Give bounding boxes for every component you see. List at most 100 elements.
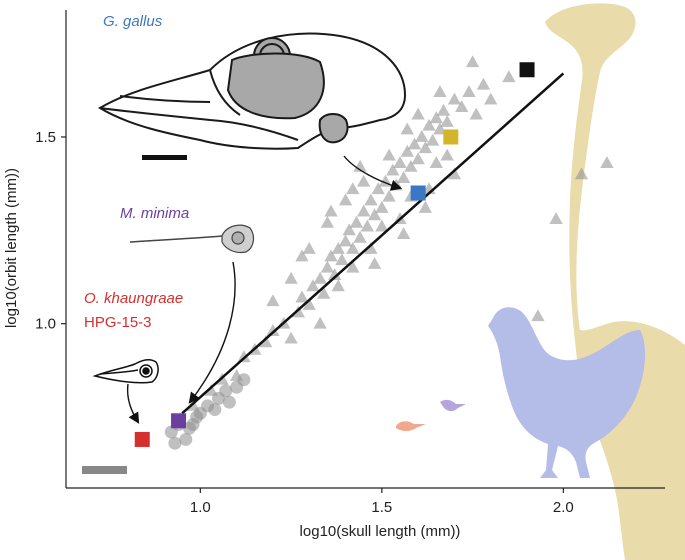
x-tick-label: 1.0 bbox=[190, 499, 211, 516]
triangle-point bbox=[259, 335, 273, 348]
triangle-point bbox=[367, 256, 382, 269]
x-tick-label: 2.0 bbox=[553, 499, 574, 516]
triangle-point bbox=[375, 219, 389, 232]
triangle-point bbox=[357, 174, 371, 187]
triangle-point bbox=[429, 156, 443, 169]
triangle-point bbox=[338, 193, 353, 206]
regression-line bbox=[181, 72, 565, 415]
triangle-point bbox=[338, 234, 353, 247]
x-axis-ticks: 1.0 1.5 2.0 bbox=[190, 488, 574, 516]
triangle-point bbox=[324, 249, 338, 262]
triangle-point bbox=[346, 242, 360, 254]
chicken-silhouette-icon bbox=[488, 307, 646, 478]
highlighted-square-point bbox=[171, 413, 187, 429]
triangle-point bbox=[237, 350, 251, 363]
triangle-point bbox=[327, 268, 342, 281]
triangle-point bbox=[447, 92, 462, 105]
circle-point bbox=[222, 395, 236, 409]
chicken-skull-drawing-icon bbox=[98, 32, 407, 150]
y-tick-label: 1.0 bbox=[35, 316, 56, 333]
triangle-point bbox=[440, 115, 454, 127]
triangle-point bbox=[404, 159, 418, 172]
triangle-point bbox=[302, 242, 316, 254]
triangle-point bbox=[433, 85, 447, 98]
x-axis-label: log10(skull length (mm)) bbox=[300, 523, 461, 540]
triangle-point bbox=[465, 55, 480, 68]
triangle-point bbox=[353, 230, 367, 243]
circle-point bbox=[193, 406, 207, 420]
circle-point bbox=[168, 436, 182, 450]
triangle-point bbox=[360, 219, 374, 232]
triangle-point bbox=[386, 163, 400, 176]
annotation-o-khaungraae: O. khaungraae bbox=[84, 290, 183, 307]
triangle-point bbox=[407, 137, 422, 150]
triangle-point bbox=[342, 223, 356, 236]
triangle-point bbox=[313, 316, 327, 329]
triangle-point bbox=[574, 167, 589, 180]
triangle-point bbox=[346, 182, 360, 195]
triangle-point bbox=[371, 182, 385, 195]
circle-point bbox=[179, 432, 193, 446]
triangle-point bbox=[291, 305, 305, 318]
circle-point bbox=[219, 384, 233, 398]
circle-point bbox=[237, 373, 251, 387]
triangle-point bbox=[531, 309, 545, 322]
triangle-point bbox=[331, 279, 345, 292]
triangle-point bbox=[382, 189, 396, 202]
triangle-point bbox=[429, 111, 443, 124]
triangle-point bbox=[469, 107, 483, 120]
highlighted-square-point bbox=[134, 431, 150, 447]
chicken-skull-scale-bar bbox=[142, 155, 187, 160]
triangle-point bbox=[382, 148, 396, 161]
triangle-point bbox=[422, 118, 436, 131]
scatter-points bbox=[164, 55, 614, 450]
triangle-point bbox=[484, 92, 498, 105]
arrow-oculudentavis bbox=[126, 383, 140, 424]
triangle-point bbox=[462, 85, 476, 98]
triangle-point bbox=[447, 167, 462, 180]
triangle-point bbox=[346, 260, 360, 273]
oculudentavis-skull-drawing-icon bbox=[92, 359, 159, 384]
y-tick-label: 1.5 bbox=[35, 129, 56, 146]
triangle-point bbox=[396, 227, 411, 239]
hummingbird-silhouette-icon bbox=[440, 399, 466, 411]
triangle-point bbox=[349, 215, 364, 228]
triangle-point bbox=[411, 152, 425, 165]
arrow-chicken bbox=[343, 155, 403, 191]
annotation-g-gallus: G. gallus bbox=[103, 13, 163, 30]
triangle-point bbox=[295, 290, 309, 303]
triangle-point bbox=[400, 122, 414, 135]
annotation-m-minima: M. minima bbox=[120, 205, 189, 222]
oculudentavis-silhouette-icon bbox=[396, 421, 426, 431]
highlighted-square-point bbox=[410, 185, 426, 201]
triangle-point bbox=[396, 171, 411, 183]
triangle-point bbox=[418, 200, 433, 213]
triangle-point bbox=[418, 141, 433, 154]
triangle-point bbox=[204, 383, 218, 396]
highlighted-square-point bbox=[519, 62, 535, 78]
triangle-point bbox=[502, 70, 516, 83]
y-axis-ticks: 1.0 1.5 bbox=[35, 129, 66, 333]
triangle-point bbox=[364, 242, 378, 254]
triangle-point bbox=[324, 204, 338, 217]
triangle-point bbox=[549, 212, 563, 225]
triangle-point bbox=[317, 286, 331, 299]
triangle-point bbox=[320, 260, 335, 273]
highlighted-points bbox=[134, 62, 535, 447]
arrow-hummingbird bbox=[188, 261, 236, 404]
triangle-point bbox=[284, 271, 298, 284]
triangle-point bbox=[313, 271, 327, 284]
triangle-point bbox=[393, 156, 407, 169]
triangle-point bbox=[411, 107, 425, 120]
triangle-point bbox=[335, 253, 349, 266]
triangle-point bbox=[415, 129, 429, 142]
triangle-point bbox=[266, 294, 280, 307]
triangle-point bbox=[295, 249, 309, 262]
triangle-point bbox=[400, 144, 414, 157]
circle-point bbox=[186, 418, 200, 432]
y-axis-label: log10(orbit length (mm)) bbox=[3, 168, 20, 328]
triangle-point bbox=[367, 208, 382, 221]
circle-point bbox=[208, 403, 222, 417]
triangle-point bbox=[455, 100, 469, 112]
